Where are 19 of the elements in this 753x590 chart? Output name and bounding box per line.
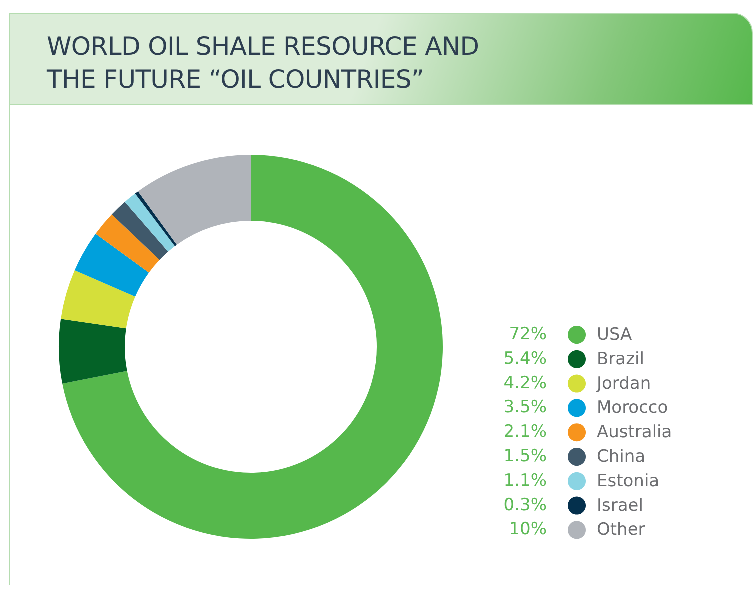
chart-title: WORLD OIL SHALE RESOURCE AND THE FUTURE “OIL COUNTRIES” — [47, 31, 480, 96]
legend-label: China — [597, 447, 646, 467]
data-label: 2.1% — [504, 422, 547, 442]
legend-label: Morocco — [597, 398, 668, 418]
legend-label: Jordan — [596, 374, 652, 394]
data-label: 1.5% — [504, 446, 547, 466]
legend-label: Brazil — [597, 349, 644, 370]
legend-label: Other — [597, 520, 646, 540]
data-label: 3.5% — [504, 398, 547, 418]
data-label: 0.3% — [504, 495, 547, 516]
data-label: 5.4% — [504, 348, 547, 369]
legend-label: Estonia — [597, 471, 660, 492]
legend-label: Australia — [597, 422, 672, 443]
legend-label: Israel — [597, 496, 644, 516]
data-label: 10% — [509, 520, 547, 540]
legend-label: USA — [597, 325, 633, 345]
data-label: 1.1% — [504, 470, 547, 491]
data-label: 72% — [509, 324, 547, 344]
data-label: 4.2% — [504, 373, 547, 394]
